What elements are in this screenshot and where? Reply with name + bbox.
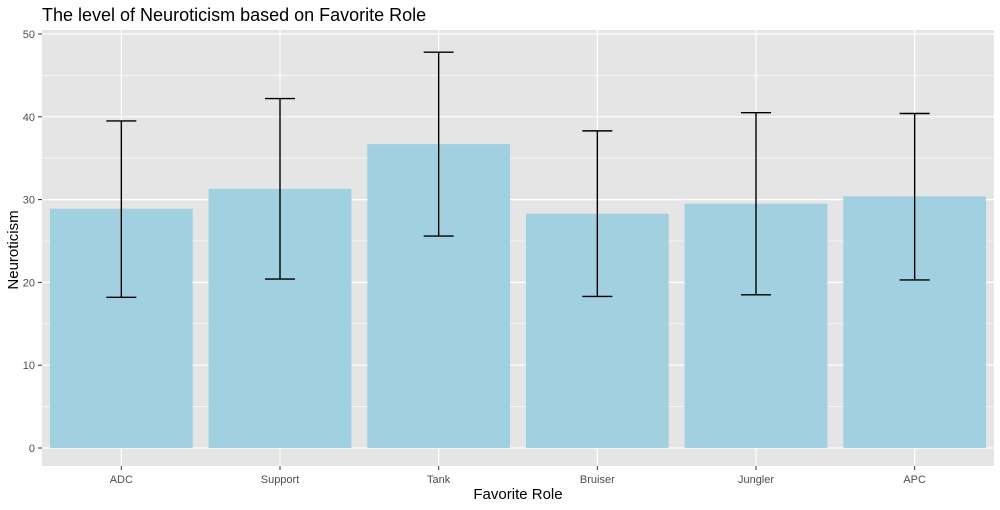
x-tick-label: Jungler — [738, 474, 774, 486]
x-tick-label: ADC — [110, 474, 133, 486]
y-axis-title: Neuroticism — [5, 210, 22, 289]
error-bars — [106, 51, 930, 299]
grid-minor — [42, 75, 994, 407]
y-tick-label: 30 — [23, 195, 35, 207]
plot-panel — [42, 30, 994, 466]
x-tick-label: Tank — [427, 474, 451, 486]
x-axis-title: Favorite Role — [473, 486, 562, 503]
y-tick-label: 40 — [23, 112, 35, 124]
chart-title: The level of Neuroticism based on Favori… — [42, 5, 426, 25]
y-tick-label: 10 — [23, 360, 35, 372]
y-tick-label: 0 — [29, 443, 35, 455]
x-tick-label: Support — [261, 474, 300, 486]
y-tick-label: 20 — [23, 277, 35, 289]
y-tick-label: 50 — [23, 29, 35, 41]
y-axis: 0 10 20 30 40 50 — [23, 29, 42, 455]
x-tick-label: Bruiser — [580, 474, 615, 486]
x-axis: ADC Support Tank Bruiser Jungler APC — [110, 466, 926, 486]
x-tick-label: APC — [903, 474, 926, 486]
